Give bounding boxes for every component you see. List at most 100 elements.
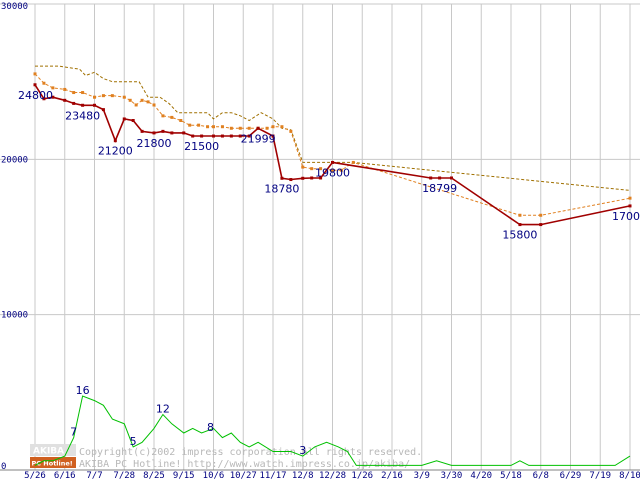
series-min-point [628,204,632,208]
series-avg-line [34,73,631,216]
series-min-point [301,176,305,180]
watermark: AKIBA PC Hotline! Copyright(c)2002 impre… [30,444,422,470]
series-min-point [140,129,144,133]
x-tick-label: 3/9 [414,471,430,480]
series-min-point [539,223,543,227]
series-avg-point [339,168,343,172]
series-min-point [220,134,224,138]
series-min-point [289,178,293,182]
series-layer [33,65,632,466]
series-avg-point [81,91,85,95]
logo-bottom-box [30,457,76,468]
x-tick-label: 6/29 [560,471,582,480]
series-avg-point [265,126,269,130]
x-tick-label: 10/27 [230,471,257,480]
x-tick-label: 6/16 [54,471,76,480]
series-avg-point [220,125,224,129]
x-tick-label: 7/19 [589,471,611,480]
series-max-line [35,65,631,191]
series-min-point [200,134,204,138]
series-avg-point [122,95,126,99]
grid [0,3,640,471]
data-label: 24800 [18,89,53,102]
x-tick-label: 8/10 [619,471,640,480]
data-label: 16 [76,384,90,397]
data-label: 18780 [264,182,299,195]
logo-bottom-text: PC Hotline! [32,460,73,468]
data-label: 21800 [137,137,172,150]
series-min-point [280,176,284,180]
data-label: 21999 [241,132,276,145]
akiba-logo: AKIBA PC Hotline! [30,444,76,468]
series-min-point [212,134,215,138]
series-avg-point [140,98,144,102]
series-avg-point [161,114,165,118]
data-label: 7 [70,426,77,439]
data-label: 18799 [422,182,457,195]
x-tick-label: 5/18 [500,471,522,480]
data-label: 5 [130,435,137,448]
data-label: 15800 [502,229,537,242]
series-avg-point [206,125,210,129]
series-avg-point [134,103,138,107]
series-avg-point [310,167,314,171]
series-min-point [182,131,186,135]
y-axis: 0 10000 20000 30000 [1,2,28,472]
series-avg-point [170,115,174,119]
data-label: 21200 [98,145,133,158]
series-avg-point [110,94,114,98]
series-avg-point [188,123,192,127]
series-min-point [310,176,314,180]
data-label: 19800 [315,166,350,179]
series-avg-point [238,126,242,130]
logo-top-text: AKIBA [33,447,64,457]
data-label: 17000 [612,210,640,223]
x-tick-label: 1/26 [351,471,373,480]
x-tick-label: 7/28 [113,471,135,480]
series-min-point [131,119,135,122]
series-min-point [81,103,85,107]
x-tick-label: 12/8 [292,471,314,480]
x-tick-label: 6/8 [533,471,549,480]
series-min-point [271,134,275,138]
x-tick-label: 7/7 [86,471,102,480]
series-min-point [170,131,174,135]
x-tick-label: 9/15 [173,471,195,480]
x-tick-label: 3/30 [441,471,463,480]
series-min-point [93,103,96,107]
series-avg-point [301,165,305,169]
series-min-point [152,131,156,135]
series-avg-point [271,125,275,129]
series-avg-point [539,213,543,217]
series-avg-point [63,87,67,91]
series-min-point [72,101,76,105]
series-avg-point [197,123,201,127]
series-avg-point [212,125,215,129]
series-min-point [229,134,233,138]
series-avg-point [628,196,632,200]
x-tick-label: 4/20 [470,471,492,480]
series-min-point [51,95,55,99]
series-min-point [161,129,165,133]
data-labels: 24800 23480 21200 21800 21500 21999 18780 19800… [18,89,640,457]
hotline-url-text: AKIBA PC Hotline! http://www.watch.impre… [79,459,410,470]
series-count-line [34,395,631,466]
series-avg-point [42,81,46,85]
y-tick-label: 0 [1,462,6,472]
series-avg-point [101,94,105,98]
data-label: 3 [299,444,306,457]
series-avg-point [351,160,355,164]
series-min-point [33,83,37,87]
series-avg-point [280,125,284,129]
series-min-point [238,134,242,138]
y-tick-label: 20000 [1,155,28,165]
series-avg-point [72,91,76,95]
x-tick-label: 11/17 [259,471,286,480]
series-min-point [429,176,433,180]
copyright-text: Copyright(c)2002 impress corporation All… [79,447,422,458]
x-tick-label: 5/26 [24,471,46,480]
x-tick-label: 12/28 [319,471,346,480]
x-axis: 5/26 6/16 7/7 7/28 8/25 9/15 10/6 10/27 11/17 12/… [24,471,640,480]
data-label: 23480 [65,109,100,122]
